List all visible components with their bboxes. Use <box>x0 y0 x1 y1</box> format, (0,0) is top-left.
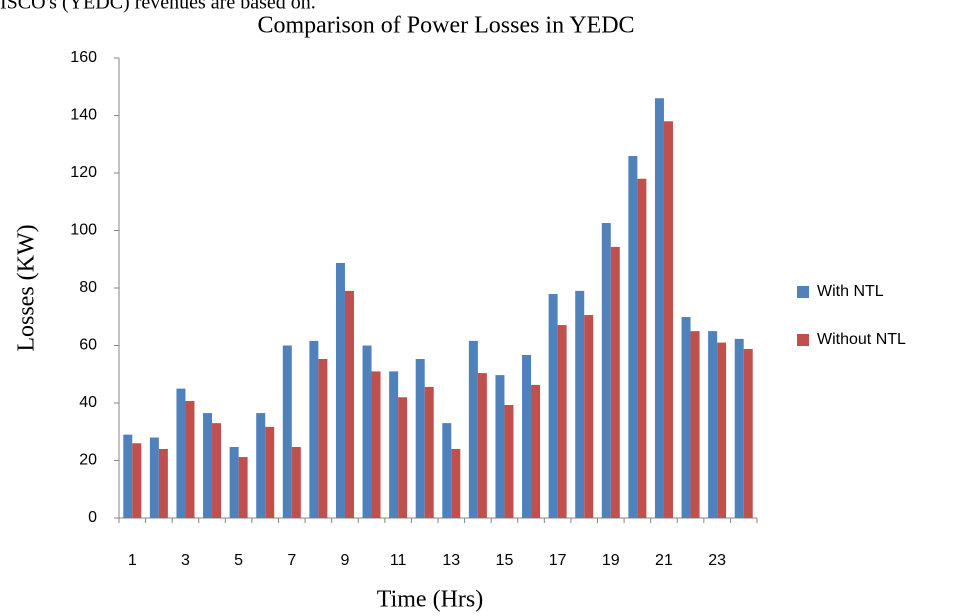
x-tick-label: 21 <box>655 552 673 569</box>
x-tick-label: 11 <box>390 552 407 569</box>
legend-label: Without NTL <box>817 331 906 348</box>
x-tick-label: 13 <box>442 552 460 569</box>
bar <box>238 457 248 518</box>
bar <box>504 405 514 518</box>
bar <box>557 325 567 518</box>
bar <box>318 359 328 518</box>
bar <box>203 413 213 518</box>
y-tick-label: 20 <box>79 452 97 469</box>
bar <box>398 397 408 518</box>
y-tick-label: 100 <box>70 222 97 239</box>
bar <box>291 446 301 518</box>
x-tick-label: 19 <box>602 552 620 569</box>
bar <box>522 354 532 518</box>
bar <box>362 345 372 518</box>
bar <box>681 317 691 518</box>
x-axis-label: Time (Hrs) <box>377 587 483 613</box>
bar <box>663 121 673 518</box>
bar <box>185 400 195 518</box>
x-tick-label: 5 <box>234 552 243 569</box>
bar <box>389 371 399 518</box>
y-tick-label: 60 <box>79 337 97 354</box>
legend-swatch <box>797 334 809 346</box>
bar <box>282 345 292 518</box>
y-tick-label: 160 <box>70 49 97 66</box>
bar <box>344 290 354 518</box>
chart-title: Comparison of Power Losses in YEDC <box>257 13 634 39</box>
bar <box>690 331 700 518</box>
legend-label: With NTL <box>817 283 884 300</box>
x-tick-label: 7 <box>287 552 296 569</box>
bar <box>442 423 452 518</box>
bar <box>575 290 585 518</box>
y-tick-label: 140 <box>70 107 97 124</box>
bar <box>123 434 133 518</box>
y-tick-label: 120 <box>70 164 97 181</box>
bar <box>717 342 727 518</box>
bar <box>335 262 345 518</box>
bar <box>743 348 753 518</box>
bar <box>371 371 381 518</box>
bar <box>708 331 718 518</box>
bar <box>610 246 620 518</box>
y-tick-label: 0 <box>88 509 97 526</box>
legend-swatch <box>797 286 809 298</box>
bar <box>495 375 505 518</box>
bar <box>468 340 478 518</box>
bar <box>654 98 664 518</box>
bar <box>548 294 558 518</box>
x-tick-label: 15 <box>496 552 514 569</box>
bar <box>132 443 142 518</box>
bar <box>415 359 425 518</box>
bar <box>158 449 168 518</box>
x-tick-label: 1 <box>128 552 137 569</box>
bar <box>531 384 541 518</box>
bar <box>451 449 461 518</box>
x-tick-label: 23 <box>708 552 726 569</box>
y-axis-label: Losses (KW) <box>14 224 40 351</box>
bar <box>477 373 487 518</box>
bar <box>212 423 222 518</box>
bar <box>229 446 239 518</box>
x-tick-label: 3 <box>181 552 190 569</box>
bar <box>176 388 186 518</box>
bar <box>734 338 744 518</box>
bar <box>149 437 159 518</box>
bar <box>265 426 275 518</box>
x-tick-label: 17 <box>549 552 567 569</box>
caption-fragment: ISCO's (YEDC) revenues are based on. <box>0 0 316 14</box>
bar <box>256 413 266 518</box>
bar <box>424 386 434 518</box>
bar <box>584 315 594 518</box>
x-tick-label: 9 <box>341 552 350 569</box>
bar <box>628 156 638 518</box>
y-tick-label: 80 <box>79 279 97 296</box>
bar <box>637 178 647 518</box>
y-tick-label: 40 <box>79 394 97 411</box>
bar <box>309 340 319 518</box>
bar <box>601 223 611 518</box>
